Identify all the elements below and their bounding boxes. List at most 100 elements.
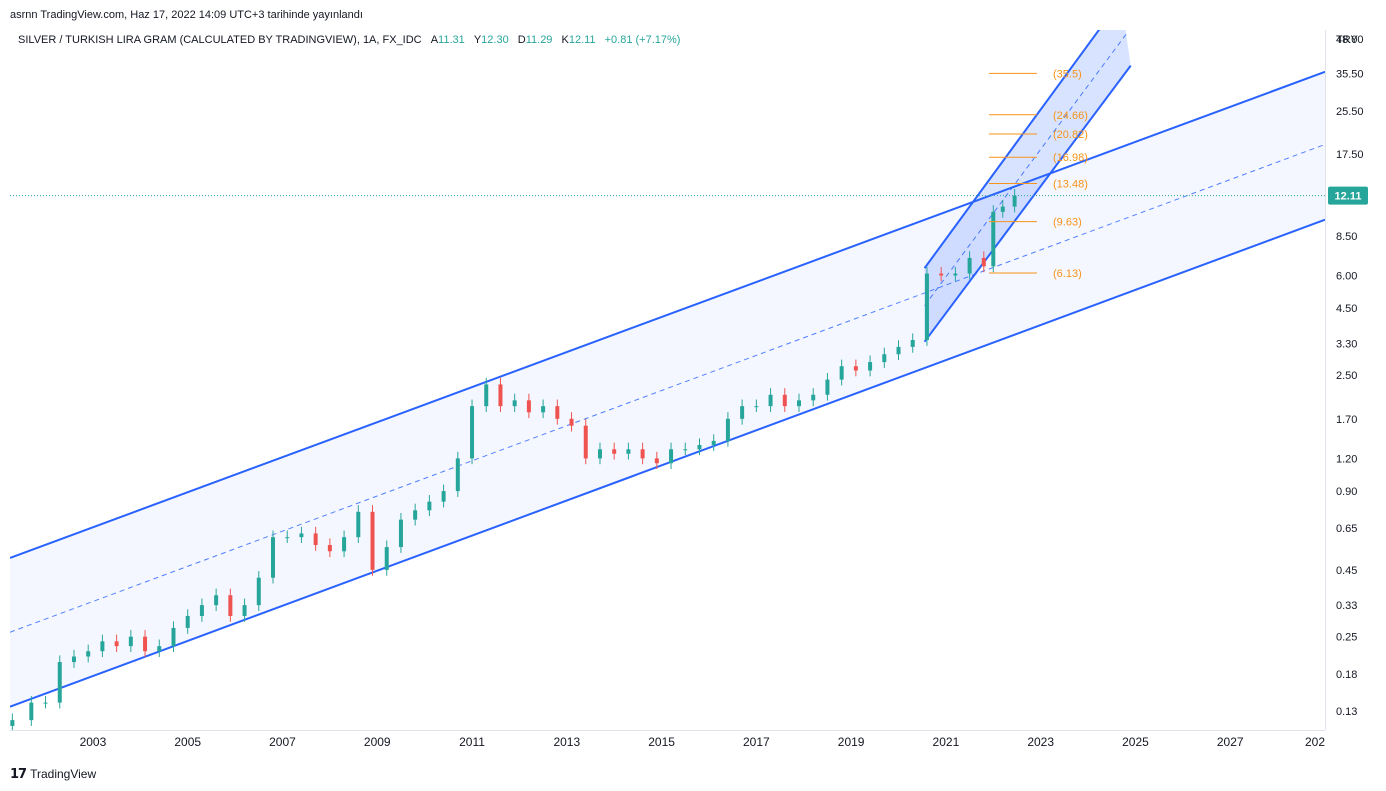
price-axis-tick-label: 2.50 [1336, 370, 1357, 382]
low-label: D [517, 34, 526, 46]
candle-body [768, 394, 773, 407]
footer: 17 TradingView [10, 764, 96, 784]
change-value: +0.81 (+7.17%) [604, 34, 681, 46]
candle-body [356, 511, 361, 538]
fib-level-label: (20.82) [1053, 129, 1088, 141]
candle-body [1012, 195, 1017, 207]
candle-body [57, 662, 62, 703]
candle [413, 503, 418, 526]
time-axis-tick-label: 2011 [459, 735, 485, 749]
candle-body [71, 656, 76, 663]
candle-body [299, 533, 304, 538]
candle [1000, 199, 1005, 218]
price-axis-tick-label: 0.18 [1336, 669, 1357, 681]
candle [626, 442, 631, 460]
candle [583, 419, 588, 465]
candle-body [29, 702, 34, 721]
time-axis-tick-label: 2009 [364, 735, 391, 749]
candle [967, 251, 972, 280]
price-chart[interactable]: (35.5) (24.66) (20.82) (16.98) (13.48) (9.63)… [10, 30, 1386, 759]
candle-body [669, 449, 674, 464]
candle-body [541, 406, 546, 413]
candle-body [654, 458, 659, 464]
candle [43, 695, 48, 709]
candle [327, 538, 332, 558]
candle [86, 644, 91, 663]
candle [811, 388, 816, 407]
candle [342, 530, 347, 558]
axis-currency-label: TRY [1336, 34, 1358, 46]
candle-body [214, 595, 219, 606]
channel-1-median-line [924, 34, 1127, 306]
candle-body [384, 547, 389, 570]
price-axis-tick-label: 48.00 [1336, 34, 1364, 46]
candle [640, 442, 645, 465]
candle [455, 451, 460, 497]
candle [555, 399, 560, 425]
candle-body [640, 449, 645, 459]
price-axis-tick-label: 0.90 [1336, 486, 1357, 498]
time-axis-tick-label: 2019 [838, 735, 865, 749]
candle-body [811, 394, 816, 401]
candle-body [754, 406, 759, 408]
price-axis-tick-label: 35.50 [1336, 68, 1364, 80]
candle-body [683, 449, 688, 451]
candle-body [882, 354, 887, 363]
candle-body [313, 533, 318, 546]
price-axis-tick-label: 8.50 [1336, 231, 1357, 243]
candle-body [228, 595, 233, 616]
fib-layer: (35.5) (24.66) (20.82) (16.98) (13.48) (9.63)… [989, 68, 1088, 280]
candle-body [711, 440, 716, 446]
candle-body [797, 400, 801, 407]
symbol-legend: SILVER / TURKISH LIRA GRAM (CALCULATED B… [18, 34, 680, 46]
axes-layer: 48.00 35.50 25.50 17.50 8.50 6.00 4.50 3.30 2.50… [10, 30, 1368, 749]
candle [356, 505, 361, 544]
fib-level-label: (9.63) [1053, 217, 1082, 229]
time-axis-tick-label: 2017 [743, 735, 770, 749]
price-axis-tick-label: 1.70 [1336, 414, 1357, 426]
candle [882, 347, 887, 368]
price-axis-tick-label: 0.45 [1336, 565, 1357, 577]
time-axis-tick-label: 2021 [933, 735, 960, 749]
candle [10, 713, 15, 730]
open-label: A [430, 34, 439, 46]
candle [214, 588, 219, 611]
price-axis-tick-label: 4.50 [1336, 303, 1357, 315]
fib-level-label: (13.48) [1053, 178, 1088, 190]
time-axis-tick-label: 2007 [269, 735, 296, 749]
candle-body [427, 501, 432, 511]
candle-body [157, 646, 162, 652]
candle-body [725, 418, 730, 441]
candle [242, 598, 247, 622]
candle-body [185, 615, 190, 628]
candle [71, 649, 76, 668]
candle [896, 340, 901, 361]
candle-body [526, 400, 531, 413]
price-axis-tick-label: 6.00 [1336, 270, 1357, 282]
candle [114, 634, 119, 652]
candle-body [991, 211, 996, 267]
price-axis-tick-label: 17.50 [1336, 149, 1364, 161]
price-axis-tick-label: 0.65 [1336, 523, 1357, 535]
candle-body [825, 379, 830, 395]
candle [839, 359, 844, 386]
channel-0-upper-line [10, 70, 1325, 559]
candle-body [114, 641, 119, 647]
candle-body [597, 449, 602, 459]
candle [271, 530, 275, 584]
candles-layer [10, 189, 1017, 730]
candle-body [839, 366, 844, 380]
candle [143, 630, 148, 658]
fib-level-label: (6.13) [1053, 268, 1082, 280]
candle [910, 333, 915, 353]
time-axis-tick-label: 202 [1305, 735, 1325, 749]
candle [171, 621, 176, 652]
candle [953, 266, 958, 282]
candle-body [924, 273, 929, 341]
candle-body [853, 366, 858, 371]
candle [981, 251, 986, 273]
candle [498, 377, 503, 412]
candle [512, 393, 517, 412]
candle-body [868, 362, 873, 371]
candle [569, 412, 574, 432]
